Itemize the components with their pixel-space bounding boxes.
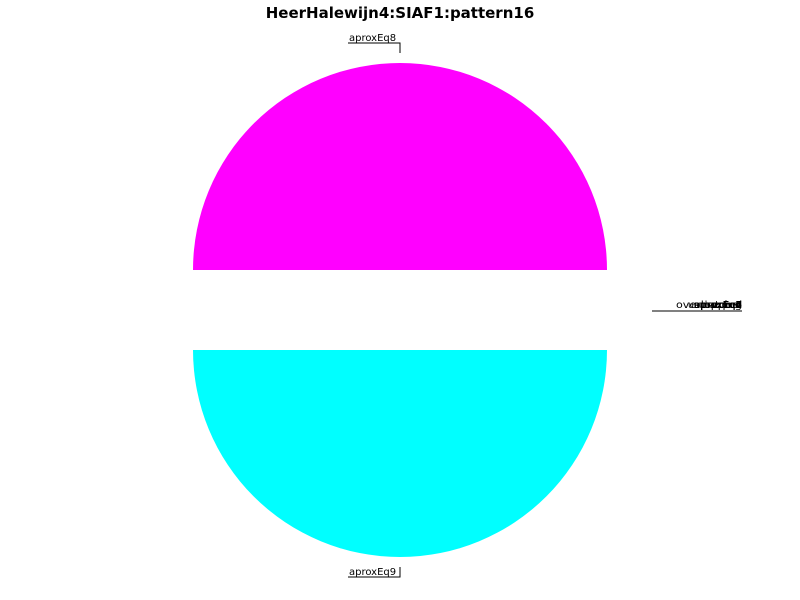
slice-label-aproxEq3: aproxEq3 [694,300,742,311]
slice-label-subsumed: subsumed [694,300,742,311]
leader-line-aproxEq8 [348,42,401,53]
slice-label-aproxEq1: aproxEq1 [694,300,742,311]
pie-labels: aproxEq8 aproxEq9 aproxEq1aproxEq2aproxEq3… [348,33,742,578]
leader-line-aproxEq9 [348,567,401,578]
slice-label-aproxEq4: aproxEq4 [694,300,742,311]
slice-label-equal: equal [712,300,742,311]
pie-slice-aproxEq9 [193,350,607,557]
slice-label-aproxEq9: aproxEq9 [349,567,396,578]
chart-title: HeerHalewijn4:SIAF1:pattern16 [265,4,535,22]
slice-label-overlapping: overlapping [676,300,742,311]
pie-slice-aproxEq8 [193,63,607,270]
slice-label-aproxEq6: aproxEq6 [694,300,742,311]
pie-slices [193,63,607,557]
slice-label-aproxEq2: aproxEq2 [694,300,742,311]
slice-label-aproxEq8: aproxEq8 [349,33,396,44]
slice-label-aproxEq5: aproxEq5 [694,300,742,311]
slice-label-unmatched: unmatched [688,300,742,311]
slice-label-aproxEq7: aproxEq7 [694,300,742,311]
